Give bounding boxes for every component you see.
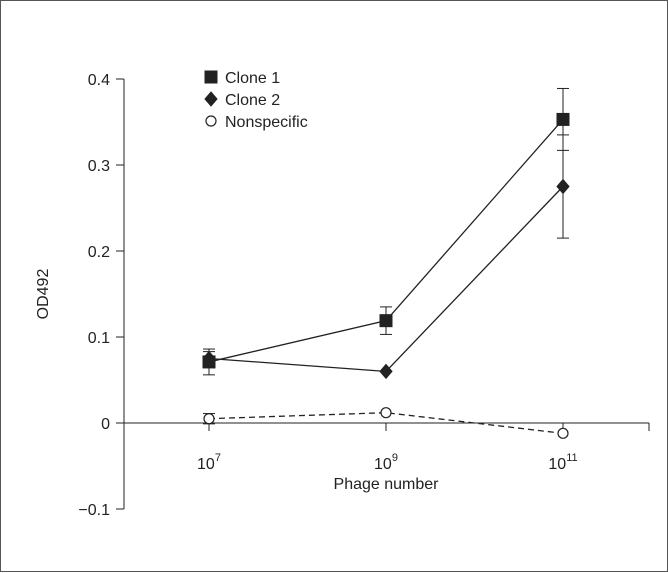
y-axis-title: OD492 xyxy=(35,269,52,320)
series-clone-1 xyxy=(202,87,570,376)
y-tick-label: 0.2 xyxy=(88,244,110,261)
series-nonspecific xyxy=(203,407,569,439)
legend-label-nonspecific: Nonspecific xyxy=(225,114,308,131)
legend: Clone 1 Clone 2 Nonspecific xyxy=(204,70,308,131)
legend-marker-nonspecific xyxy=(205,115,217,127)
series-clone-2 xyxy=(202,134,570,380)
y-tick-label: 0.1 xyxy=(88,330,110,347)
legend-marker-clone-2 xyxy=(204,91,218,107)
legend-marker-clone-1 xyxy=(204,70,218,84)
y-tick-label: −0.1 xyxy=(78,502,110,519)
data-point-nonspecific xyxy=(203,413,215,425)
data-point-clone-2 xyxy=(556,178,570,195)
y-tick-label: 0 xyxy=(101,416,110,433)
data-point-clone-2 xyxy=(202,350,216,367)
x-tick-label: 1011 xyxy=(548,452,577,473)
legend-label-clone-2: Clone 2 xyxy=(225,92,280,109)
data-point-clone-1 xyxy=(379,314,393,328)
x-axis-title: Phage number xyxy=(334,476,440,493)
series-line-nonspecific xyxy=(208,412,564,434)
legend-label-clone-1: Clone 1 xyxy=(225,70,280,87)
data-point-clone-1 xyxy=(556,112,570,126)
data-point-clone-2 xyxy=(379,363,393,380)
data-point-nonspecific xyxy=(380,407,392,419)
y-tick-label: 0.3 xyxy=(88,158,110,175)
data-point-nonspecific xyxy=(557,427,569,439)
y-tick-label: 0.4 xyxy=(88,72,110,89)
series-line-clone-2 xyxy=(208,186,564,373)
x-tick-label: 107 xyxy=(197,452,221,473)
x-tick-label: 109 xyxy=(374,452,398,473)
series-layer xyxy=(202,87,570,439)
